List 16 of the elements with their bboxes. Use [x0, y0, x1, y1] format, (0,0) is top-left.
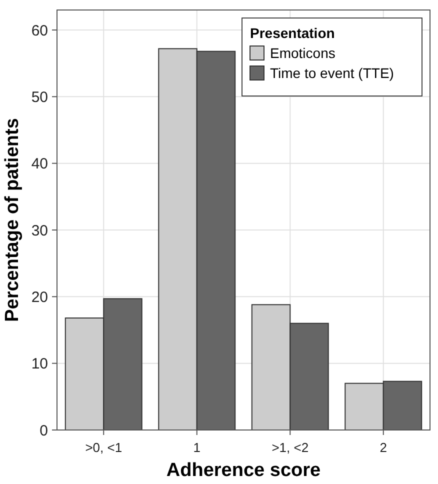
x-tick-label: 1: [193, 440, 200, 455]
y-tick-label: 60: [31, 22, 48, 40]
y-axis-title: Percentage of patients: [2, 118, 23, 322]
x-axis-title: Adherence score: [166, 460, 321, 481]
y-tick-label: 50: [31, 88, 48, 106]
y-tick-label: 20: [31, 288, 48, 306]
x-tick-label: >0, <1: [85, 440, 122, 455]
x-tick-label: 2: [380, 440, 387, 455]
legend-title: Presentation: [250, 25, 335, 41]
x-tick-label: >1, <2: [272, 440, 309, 455]
y-tick-label: 40: [31, 156, 48, 173]
y-tick-label: 10: [31, 356, 48, 373]
y-tick-label: 0: [40, 422, 48, 440]
y-tick-label: 30: [31, 222, 48, 240]
legend-label: Emoticons: [270, 45, 336, 61]
legend-label: Time to event (TTE): [270, 65, 394, 81]
